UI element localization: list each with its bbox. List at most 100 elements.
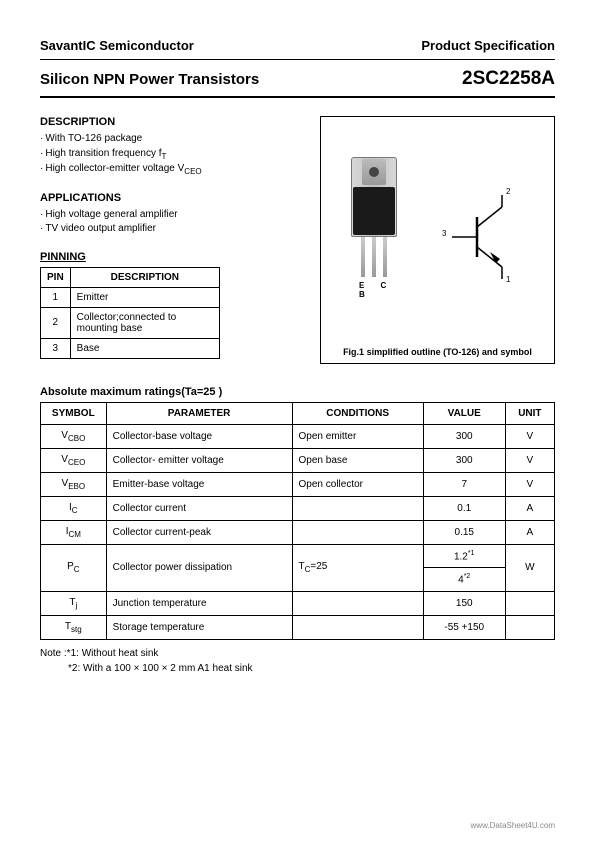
pin-cell: 1: [41, 287, 71, 307]
main-row: DESCRIPTION With TO-126 package High tra…: [40, 116, 555, 364]
col-value: VALUE: [423, 403, 505, 425]
val-cell: 0.15: [423, 521, 505, 545]
table-row: SYMBOL PARAMETER CONDITIONS VALUE UNIT: [41, 403, 555, 425]
unit-cell: V: [505, 473, 554, 497]
table-row: ICCollector current 0.1A: [41, 497, 555, 521]
note-line: *2: With a 100 × 100 × 2 mm A1 heat sink: [40, 661, 555, 676]
param-cell: Emitter-base voltage: [106, 473, 292, 497]
package-face: [353, 187, 395, 235]
figure-box: E C B 2 3 1 Fig.1 simplified outline (TO…: [320, 116, 555, 364]
package-lead: [383, 237, 387, 277]
package-outline: E C B: [351, 157, 397, 237]
desc-col-header: DESCRIPTION: [70, 267, 219, 287]
cond-cell: TC=25: [292, 545, 423, 592]
pin-cell: 3: [41, 338, 71, 358]
val-cell: 150: [423, 591, 505, 615]
pin-col-header: PIN: [41, 267, 71, 287]
param-cell: Junction temperature: [106, 591, 292, 615]
header-bar: SavantIC Semiconductor Product Specifica…: [40, 38, 555, 53]
cond-cell: Open emitter: [292, 425, 423, 449]
val-cell: 300: [423, 449, 505, 473]
pinning-heading: PINNING: [40, 251, 308, 263]
package-lead: [372, 237, 376, 277]
description-heading: DESCRIPTION: [40, 116, 308, 128]
sym-cell: ICM: [41, 521, 107, 545]
applications-heading: APPLICATIONS: [40, 192, 308, 204]
table-row: TstgStorage temperature-55 +150: [41, 615, 555, 639]
param-cell: Collector power dissipation: [106, 545, 292, 592]
unit-cell: [505, 591, 554, 615]
param-cell: Collector current: [106, 497, 292, 521]
table-row: PC Collector power dissipation TC=25 1.2…: [41, 545, 555, 568]
app-item: High voltage general amplifier: [40, 208, 308, 223]
table-row: ICMCollector current-peak 0.15A: [41, 521, 555, 545]
cond-cell: [292, 591, 423, 615]
title-bar: Silicon NPN Power Transistors 2SC2258A: [40, 68, 555, 90]
val-cell: -55 +150: [423, 615, 505, 639]
part-number: 2SC2258A: [462, 68, 555, 90]
ratings-title: Absolute maximum ratings(Ta=25 ): [40, 386, 555, 398]
col-parameter: PARAMETER: [106, 403, 292, 425]
col-conditions: CONDITIONS: [292, 403, 423, 425]
val-cell: 0.1: [423, 497, 505, 521]
table-row: VCEOCollector- emitter voltageOpen base3…: [41, 449, 555, 473]
sym-cell: PC: [41, 545, 107, 592]
symbol-label-b: 3: [442, 229, 446, 238]
table-row: 3Base: [41, 338, 220, 358]
val-cell: 300: [423, 425, 505, 449]
cond-cell: Open collector: [292, 473, 423, 497]
unit-cell: A: [505, 521, 554, 545]
cond-cell: [292, 615, 423, 639]
sym-cell: VCBO: [41, 425, 107, 449]
table-row: 2Collector;connected to mounting base: [41, 307, 220, 338]
product-family: Silicon NPN Power Transistors: [40, 71, 259, 88]
ratings-table: SYMBOL PARAMETER CONDITIONS VALUE UNIT V…: [40, 402, 555, 640]
app-item: TV video output amplifier: [40, 222, 308, 237]
table-row: VCBOCollector-base voltageOpen emitter30…: [41, 425, 555, 449]
description-list: With TO-126 package High transition freq…: [40, 132, 308, 178]
applications-list: High voltage general amplifier TV video …: [40, 208, 308, 237]
val-cell: 1.2*1: [423, 545, 505, 568]
transistor-symbol: 2 3 1: [442, 187, 532, 287]
param-cell: Collector-base voltage: [106, 425, 292, 449]
left-column: DESCRIPTION With TO-126 package High tra…: [40, 116, 308, 364]
company-name: SavantIC Semiconductor: [40, 38, 194, 53]
sym-cell: VCEO: [41, 449, 107, 473]
figure-caption: Fig.1 simplified outline (TO-126) and sy…: [321, 347, 554, 357]
unit-cell: V: [505, 425, 554, 449]
table-row: PIN DESCRIPTION: [41, 267, 220, 287]
pin-desc-cell: Collector;connected to mounting base: [70, 307, 219, 338]
desc-item: With TO-126 package: [40, 132, 308, 147]
symbol-label-c: 2: [506, 187, 510, 196]
val-cell: 4*2: [423, 568, 505, 591]
col-symbol: SYMBOL: [41, 403, 107, 425]
unit-cell: A: [505, 497, 554, 521]
desc-item: High collector-emitter voltage VCEO: [40, 162, 308, 178]
package-lead: [361, 237, 365, 277]
sym-cell: IC: [41, 497, 107, 521]
unit-cell: V: [505, 449, 554, 473]
package-hole: [369, 167, 379, 177]
unit-cell: [505, 615, 554, 639]
cond-cell: [292, 521, 423, 545]
cond-cell: [292, 497, 423, 521]
sym-cell: Tj: [41, 591, 107, 615]
table-row: VEBOEmitter-base voltageOpen collector7V: [41, 473, 555, 497]
param-cell: Collector current-peak: [106, 521, 292, 545]
desc-item: High transition frequency fT: [40, 147, 308, 163]
sym-cell: VEBO: [41, 473, 107, 497]
footer-url: www.DataSheet4U.com: [471, 821, 555, 830]
unit-cell: W: [505, 545, 554, 592]
val-cell: 7: [423, 473, 505, 497]
rule-top: [40, 59, 555, 60]
pinning-table: PIN DESCRIPTION 1Emitter 2Collector;conn…: [40, 267, 220, 359]
col-unit: UNIT: [505, 403, 554, 425]
symbol-label-e: 1: [506, 275, 510, 284]
table-row: TjJunction temperature 150: [41, 591, 555, 615]
figure-box-container: E C B 2 3 1 Fig.1 simplified outline (TO…: [320, 116, 555, 364]
pin-desc-cell: Emitter: [70, 287, 219, 307]
rule-title: [40, 96, 555, 98]
notes-block: Note :*1: Without heat sink *2: With a 1…: [40, 646, 555, 676]
package-pin-labels: E C B: [359, 281, 397, 299]
pin-desc-cell: Base: [70, 338, 219, 358]
